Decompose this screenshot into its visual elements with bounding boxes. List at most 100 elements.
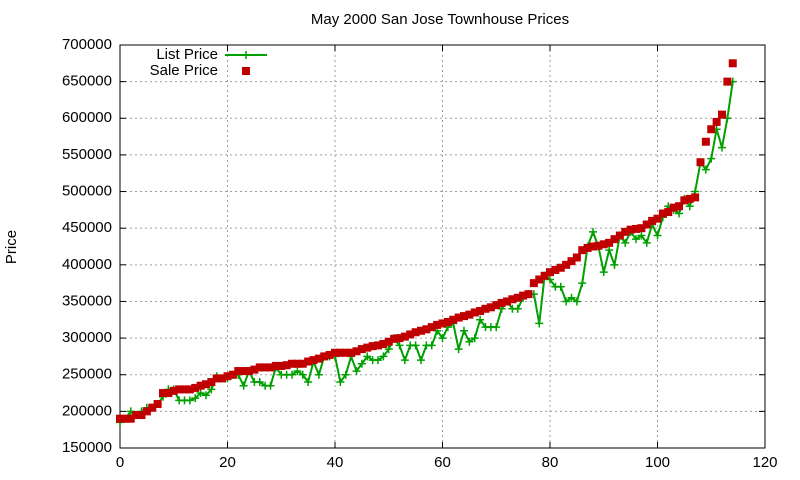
y-tick-label: 400000 (62, 256, 112, 273)
point-marker (202, 391, 210, 400)
point-marker (282, 361, 291, 370)
point-marker (723, 77, 732, 86)
point-marker (159, 389, 167, 398)
point-marker (675, 202, 683, 211)
point-marker (691, 193, 700, 202)
point-marker (632, 224, 640, 233)
point-marker (164, 389, 173, 398)
point-marker (331, 348, 339, 357)
point-marker (562, 260, 571, 269)
y-tick-label: 600000 (62, 109, 112, 126)
point-marker (605, 246, 614, 255)
point-marker (460, 326, 468, 335)
point-marker (513, 304, 522, 313)
point-marker (411, 341, 420, 350)
point-marker (293, 367, 302, 376)
point-marker (390, 334, 399, 343)
point-marker (599, 268, 608, 277)
point-marker (443, 317, 452, 326)
point-marker (578, 246, 587, 255)
point-marker (255, 378, 264, 387)
point-marker (707, 154, 716, 163)
point-marker (615, 231, 624, 240)
point-marker (309, 356, 318, 365)
point-marker (685, 202, 694, 211)
point-marker (288, 359, 296, 368)
point-marker (632, 235, 640, 244)
point-marker (234, 367, 243, 376)
point-marker (718, 143, 726, 152)
x-tick-label: 0 (116, 454, 124, 471)
x-tick-label: 100 (645, 454, 670, 471)
point-marker (481, 304, 490, 313)
y-tick-label: 150000 (62, 439, 112, 456)
point-marker (266, 363, 275, 372)
point-marker (180, 385, 189, 394)
point-marker (304, 357, 313, 366)
point-marker (202, 380, 210, 389)
point-marker (551, 265, 560, 274)
point-marker (126, 414, 135, 423)
point-marker (314, 354, 323, 363)
point-marker (567, 293, 576, 302)
point-marker (196, 381, 205, 390)
point-marker (427, 323, 436, 332)
point-marker (497, 298, 506, 307)
point-marker (508, 295, 517, 304)
point-marker (196, 389, 205, 398)
point-marker (637, 231, 646, 240)
legend-marker (242, 51, 250, 59)
point-marker (470, 308, 479, 317)
point-marker (476, 306, 485, 315)
point-marker (712, 117, 721, 126)
point-marker (422, 325, 431, 334)
point-marker (384, 345, 393, 354)
point-marker (314, 370, 323, 379)
point-marker (653, 231, 662, 240)
point-marker (642, 220, 651, 229)
point-marker (728, 59, 737, 68)
point-marker (368, 342, 377, 351)
point-marker (132, 411, 141, 420)
point-marker (572, 253, 581, 262)
point-marker (503, 297, 511, 306)
point-marker (400, 332, 409, 341)
point-marker (470, 334, 479, 343)
point-marker (185, 385, 194, 394)
point-marker (642, 238, 651, 247)
point-marker (465, 337, 474, 346)
point-marker (546, 268, 554, 277)
point-marker (427, 341, 436, 350)
point-marker (578, 279, 587, 288)
point-marker (680, 196, 689, 205)
point-marker (400, 356, 409, 365)
point-marker (486, 303, 495, 312)
y-tick-label: 700000 (62, 36, 112, 53)
point-marker (438, 334, 447, 343)
point-marker (277, 361, 286, 370)
point-marker (293, 359, 302, 368)
y-axis-label: Price (3, 230, 20, 264)
y-tick-label: 350000 (62, 292, 112, 309)
point-marker (223, 372, 232, 381)
point-marker (556, 282, 565, 291)
point-marker (599, 240, 608, 249)
point-marker (669, 203, 678, 212)
point-marker (648, 216, 657, 225)
point-marker (395, 341, 404, 350)
point-marker (228, 370, 237, 379)
point-marker (266, 381, 275, 390)
point-marker (320, 352, 329, 361)
point-marker (572, 297, 581, 306)
point-marker (298, 359, 307, 368)
point-marker (589, 242, 597, 251)
point-marker (524, 290, 533, 299)
point-marker (583, 243, 592, 252)
point-marker (675, 209, 683, 218)
x-tick-label: 120 (752, 454, 777, 471)
point-marker (169, 386, 178, 395)
point-marker (142, 407, 151, 416)
point-marker (562, 297, 571, 306)
point-marker (454, 345, 463, 354)
